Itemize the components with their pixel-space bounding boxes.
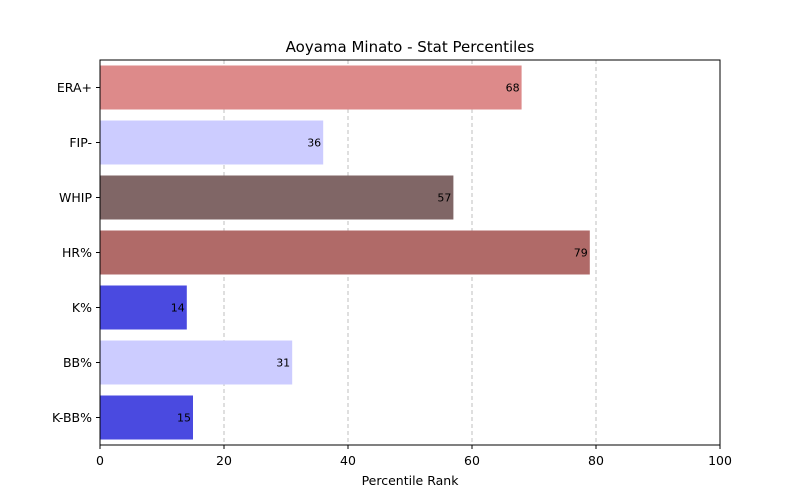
bar — [100, 395, 193, 440]
x-tick-label: 40 — [340, 453, 356, 468]
y-tick-label: K% — [72, 300, 92, 315]
bar — [100, 230, 590, 275]
bar — [100, 340, 293, 385]
x-axis-ticks: 0 20 40 60 80 100 — [96, 445, 732, 468]
data-label: 31 — [276, 357, 290, 370]
y-tick-label: FIP- — [69, 135, 92, 150]
y-tick-label: K-BB% — [52, 410, 92, 425]
x-axis-label: Percentile Rank — [362, 473, 460, 488]
data-label: 79 — [574, 247, 588, 260]
data-labels: 68 36 57 79 14 31 15 — [171, 82, 588, 425]
y-tick-label: HR% — [62, 245, 92, 260]
data-label: 36 — [307, 137, 321, 150]
y-axis-ticks: ERA+ FIP- WHIP HR% K% BB% K-BB% — [52, 80, 100, 425]
data-label: 14 — [171, 302, 185, 315]
data-label: 57 — [437, 192, 451, 205]
x-tick-label: 60 — [464, 453, 480, 468]
data-label: 15 — [177, 412, 191, 425]
bar — [100, 65, 522, 110]
bar — [100, 120, 324, 165]
data-label: 68 — [506, 82, 520, 95]
x-tick-label: 0 — [96, 453, 104, 468]
bar — [100, 285, 187, 330]
bars — [100, 65, 590, 440]
y-tick-label: ERA+ — [57, 80, 92, 95]
x-tick-label: 100 — [708, 453, 732, 468]
x-tick-label: 80 — [588, 453, 604, 468]
x-tick-label: 20 — [216, 453, 232, 468]
chart-title: Aoyama Minato - Stat Percentiles — [286, 38, 535, 56]
bar — [100, 175, 454, 220]
y-tick-label: BB% — [63, 355, 92, 370]
y-tick-label: WHIP — [59, 190, 92, 205]
